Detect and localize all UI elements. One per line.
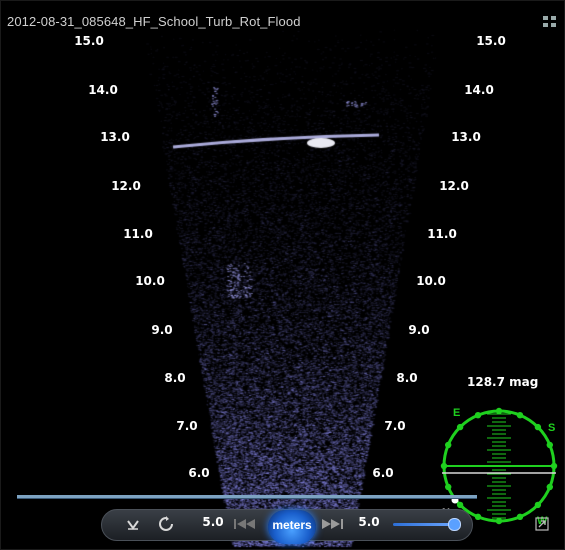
heading-readout: 128.7 mag	[467, 375, 539, 389]
compass-s-label: S	[548, 422, 555, 434]
compass-dot	[445, 483, 452, 491]
units-button[interactable]: meters	[268, 510, 316, 544]
range-label-left: 14.0	[88, 83, 118, 97]
range-label-right: 11.0	[427, 227, 457, 241]
range-label-right: 5.0	[358, 515, 380, 529]
range-label-right: 9.0	[408, 323, 430, 337]
compass-dot	[516, 513, 524, 520]
range-label-left: 12.0	[111, 179, 141, 193]
range-label-left: 8.0	[164, 371, 186, 385]
fullscreen-icon[interactable]	[542, 15, 558, 29]
compass-dot	[445, 441, 452, 449]
compass-dot	[474, 513, 482, 520]
range-label-right: 15.0	[476, 34, 506, 48]
range-label-right: 10.0	[416, 274, 446, 288]
compass-dot	[456, 423, 464, 431]
range-label-right: 6.0	[372, 466, 394, 480]
compass-dot	[516, 412, 524, 419]
range-label-left: 11.0	[123, 227, 153, 241]
compass-dot	[546, 483, 553, 491]
range-label-right: 12.0	[439, 179, 469, 193]
skip-back-icon[interactable]	[234, 518, 256, 530]
range-label-left: 6.0	[188, 466, 210, 480]
gain-slider-knob[interactable]	[448, 518, 461, 531]
range-label-right: 7.0	[384, 419, 406, 433]
compass-dot	[534, 423, 542, 431]
compass-dot	[495, 407, 503, 415]
range-label-right: 14.0	[464, 83, 494, 97]
units-label: meters	[272, 518, 312, 532]
compass-dot	[546, 441, 553, 449]
timeline-shadow	[17, 498, 477, 499]
range-label-right: 13.0	[451, 130, 481, 144]
compass-dot	[474, 412, 482, 419]
range-label-left: 15.0	[74, 34, 104, 48]
range-label-right: 8.0	[396, 371, 418, 385]
range-label-left: 7.0	[176, 419, 198, 433]
range-label-left: 10.0	[135, 274, 165, 288]
compass-dot	[534, 501, 542, 509]
compass-dot	[456, 501, 464, 509]
compass-dot	[495, 517, 503, 525]
expand-icon[interactable]	[535, 517, 549, 531]
loop-icon[interactable]	[125, 517, 141, 533]
gain-slider-track[interactable]	[393, 523, 459, 526]
compass-e-label: E	[453, 407, 460, 419]
range-label-left: 9.0	[151, 323, 173, 337]
file-title: 2012-08-31_085648_HF_School_Turb_Rot_Flo…	[7, 14, 301, 29]
timeline-bar[interactable]	[17, 495, 477, 498]
rotate-icon[interactable]	[158, 516, 174, 532]
skip-forward-icon[interactable]	[321, 518, 343, 530]
range-label-left: 13.0	[100, 130, 130, 144]
range-label-left: 5.0	[202, 515, 224, 529]
